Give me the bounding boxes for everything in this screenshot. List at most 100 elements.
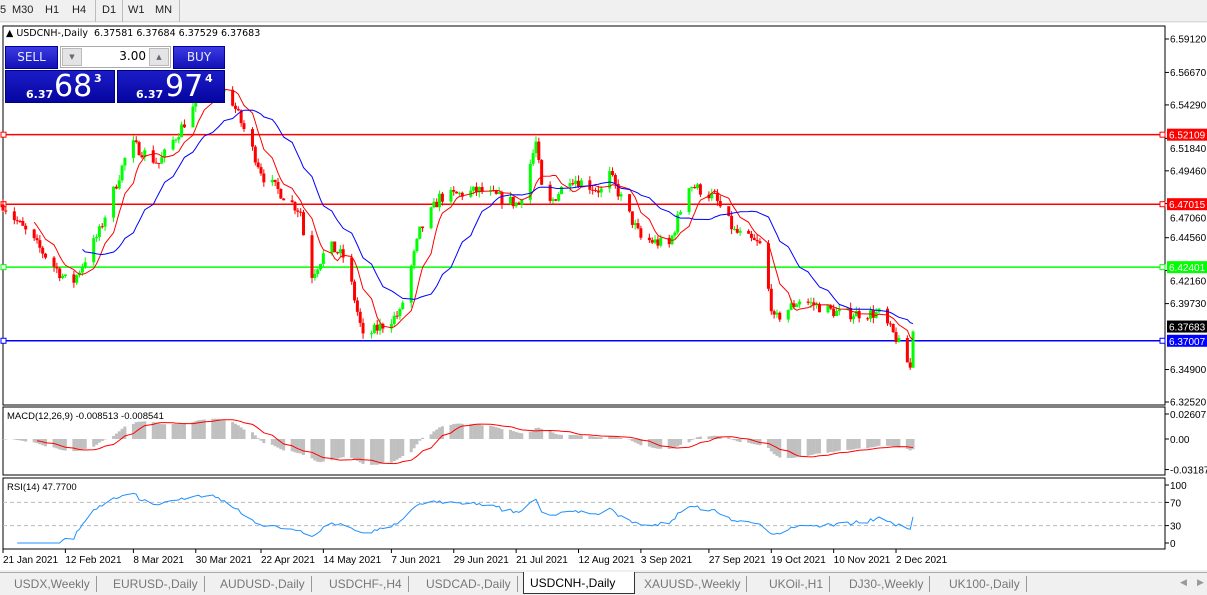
sell-button[interactable]: SELL [5, 46, 58, 69]
tab-xauusd-weekly[interactable]: XAUUSD-,Weekly [638, 576, 748, 592]
candle-body [290, 200, 294, 203]
tf-mn[interactable]: MN [155, 4, 173, 16]
macd-histogram-bar [735, 439, 739, 442]
lot-size-input[interactable]: 3.00 [119, 49, 146, 63]
candle-body [653, 239, 657, 243]
tab-usdchf-h4[interactable]: USDCHF-,H4 [323, 576, 409, 592]
collapse-triangle-icon[interactable]: ▲ [6, 28, 17, 39]
candle-body [279, 188, 283, 199]
tabs-scroll-left-icon[interactable]: ◀ [1180, 577, 1187, 587]
macd-histogram-bar [231, 422, 235, 439]
buy-price-box[interactable]: 6.37 97 4 [117, 69, 225, 104]
lot-increase-button[interactable]: ▲ [149, 48, 169, 66]
macd-histogram-bar [817, 439, 821, 454]
sell-price-box[interactable]: 6.37 68 3 [5, 69, 115, 104]
candle-body [140, 155, 144, 158]
candle-body [236, 108, 240, 111]
candle-body [696, 184, 700, 189]
buy-price-prefix: 6.37 [136, 88, 164, 101]
tab-dj30-weekly[interactable]: DJ30-,Weekly [843, 576, 931, 592]
candle-body [429, 207, 433, 229]
macd-signal-line [36, 419, 914, 465]
macd-histogram-bar [412, 439, 416, 449]
macd-histogram-bar [299, 439, 303, 454]
macd-histogram-bar [100, 439, 104, 441]
candle-body [517, 202, 521, 205]
lot-decrease-button[interactable]: ▼ [62, 48, 82, 66]
macd-histogram-bar [534, 427, 538, 439]
macd-histogram-bar [72, 439, 76, 452]
macd-histogram-bar [869, 439, 873, 448]
tab-ukoil-h1[interactable]: UKOil-,H1 [763, 576, 831, 592]
tf-d1[interactable]: D1 [95, 0, 124, 22]
lot-size-stepper[interactable]: ▼ 3.00 ▲ [60, 46, 171, 68]
candle-body [452, 190, 456, 192]
tab-usdcad-daily[interactable]: USDCAD-,Daily [420, 576, 518, 592]
macd-histogram-bar [789, 439, 793, 458]
macd-histogram-bar [659, 439, 663, 449]
macd-histogram-bar [83, 439, 87, 449]
tab-usdx-weekly[interactable]: USDX,Weekly [8, 576, 97, 592]
macd-histogram-bar [457, 423, 461, 439]
macd-histogram-bar [616, 437, 620, 439]
candle-body [730, 215, 734, 230]
tf-w1[interactable]: W1 [128, 4, 145, 16]
tf-m30[interactable]: M30 [12, 4, 34, 16]
macd-histogram-bar [191, 422, 195, 439]
candle-body [826, 305, 830, 313]
macd-histogram-bar [738, 439, 742, 443]
chart-window[interactable] [0, 23, 1207, 570]
macd-histogram-bar [474, 424, 478, 439]
price-tick-label: 6.32520 [1170, 398, 1207, 409]
macd-histogram-bar [112, 435, 116, 439]
candle-body [679, 212, 683, 215]
macd-histogram-bar [732, 439, 736, 441]
macd-histogram-bar [551, 432, 555, 439]
candle-body [732, 228, 736, 230]
candle-body [438, 193, 442, 208]
tf-m5[interactable]: 5 [0, 4, 7, 16]
tab-usdcnh-daily[interactable]: USDCNH-,Daily [523, 572, 635, 594]
macd-histogram-bar [381, 439, 385, 464]
candle-body [182, 124, 186, 128]
macd-histogram-bar [313, 439, 317, 461]
tab-uk100-daily[interactable]: UK100-,Daily [943, 576, 1027, 592]
candle-body [886, 308, 890, 324]
macd-histogram-bar [137, 421, 141, 439]
candle-body [55, 266, 59, 269]
macd-histogram-bar [826, 439, 830, 453]
candle-body [341, 249, 345, 258]
candle-body [15, 220, 19, 222]
buy-button[interactable]: BUY [173, 46, 225, 69]
candle-body [321, 253, 325, 265]
candle-body [61, 275, 65, 279]
price-tick-label: 6.42160 [1170, 277, 1207, 288]
candle-body [52, 257, 56, 267]
macd-histogram-bar [117, 431, 121, 439]
tab-eurusd-daily[interactable]: EURUSD-,Daily [107, 576, 205, 592]
macd-histogram-bar [611, 436, 615, 439]
macd-histogram-bar [854, 439, 858, 449]
candle-body [242, 123, 246, 130]
candle-body [846, 307, 850, 310]
candle-body [4, 210, 8, 212]
tf-h4[interactable]: H4 [72, 4, 87, 16]
candle-body [869, 310, 873, 319]
macd-histogram-bar [837, 439, 841, 451]
candle-body [591, 189, 595, 191]
candle-body [401, 302, 405, 309]
tab-audusd-daily[interactable]: AUDUSD-,Daily [214, 576, 312, 592]
candle-body [568, 183, 572, 187]
tabs-scroll-right-icon[interactable]: ▶ [1197, 577, 1204, 587]
candle-body [639, 228, 643, 238]
candle-body [282, 198, 286, 201]
candle-body [758, 241, 762, 244]
tf-h1[interactable]: H1 [45, 4, 60, 16]
macd-histogram-bar [846, 439, 850, 450]
candle-body [319, 264, 323, 270]
candle-body [409, 265, 413, 303]
macd-histogram-bar [92, 439, 96, 447]
macd-histogram-bar [696, 437, 700, 439]
chart-canvas[interactable]: 6.59120 6.56670 6.54290 6.51840 6.49460 6.470… [0, 0, 1207, 572]
candle-body [534, 141, 538, 154]
